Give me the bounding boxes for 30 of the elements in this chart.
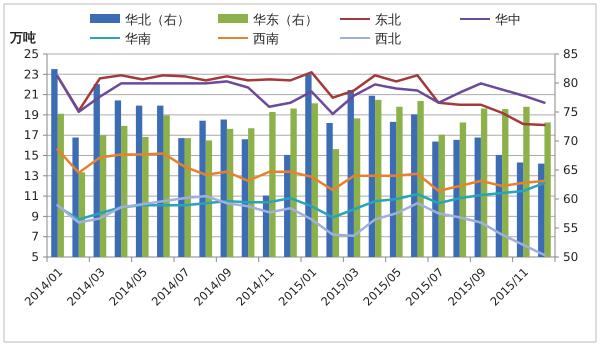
- y2-tick-label: 70: [563, 134, 578, 148]
- legend-label: 西北: [375, 32, 401, 47]
- y-tick-label: 23: [24, 67, 39, 82]
- y-axis-title: 万吨: [9, 31, 36, 46]
- y-tick-label: 15: [24, 148, 39, 162]
- y-tick-label: 9: [31, 209, 39, 224]
- y2-tick-label: 65: [563, 163, 578, 177]
- y2-tick-label: 80: [563, 76, 578, 90]
- line-series: [56, 194, 546, 256]
- y-tick-label: 19: [24, 108, 39, 122]
- line-series: [56, 148, 546, 192]
- y-tick-label: 5: [31, 250, 39, 264]
- legend-label: 东北: [375, 13, 401, 28]
- legend-label: 华南: [125, 32, 151, 47]
- line-series: [56, 75, 546, 116]
- y-tick-label: 21: [24, 88, 39, 102]
- y2-tick-label: 55: [563, 221, 578, 235]
- legend-label: 西南: [253, 32, 279, 47]
- y-tick-label: 17: [24, 128, 39, 142]
- y-tick-label: 11: [24, 189, 39, 204]
- y2-tick-label: 85: [563, 47, 578, 61]
- y-tick-label: 25: [24, 47, 39, 61]
- legend-label: 华中: [495, 13, 521, 28]
- y-tick-label: 13: [24, 168, 39, 183]
- y2-tick-label: 50: [563, 250, 578, 264]
- y-tick-label: 7: [31, 230, 39, 244]
- legend-label: 华东（右）: [253, 13, 318, 28]
- y2-tick-label: 60: [563, 192, 578, 206]
- legend-label: 华北（右）: [125, 13, 190, 28]
- y2-tick-label: 75: [563, 105, 578, 119]
